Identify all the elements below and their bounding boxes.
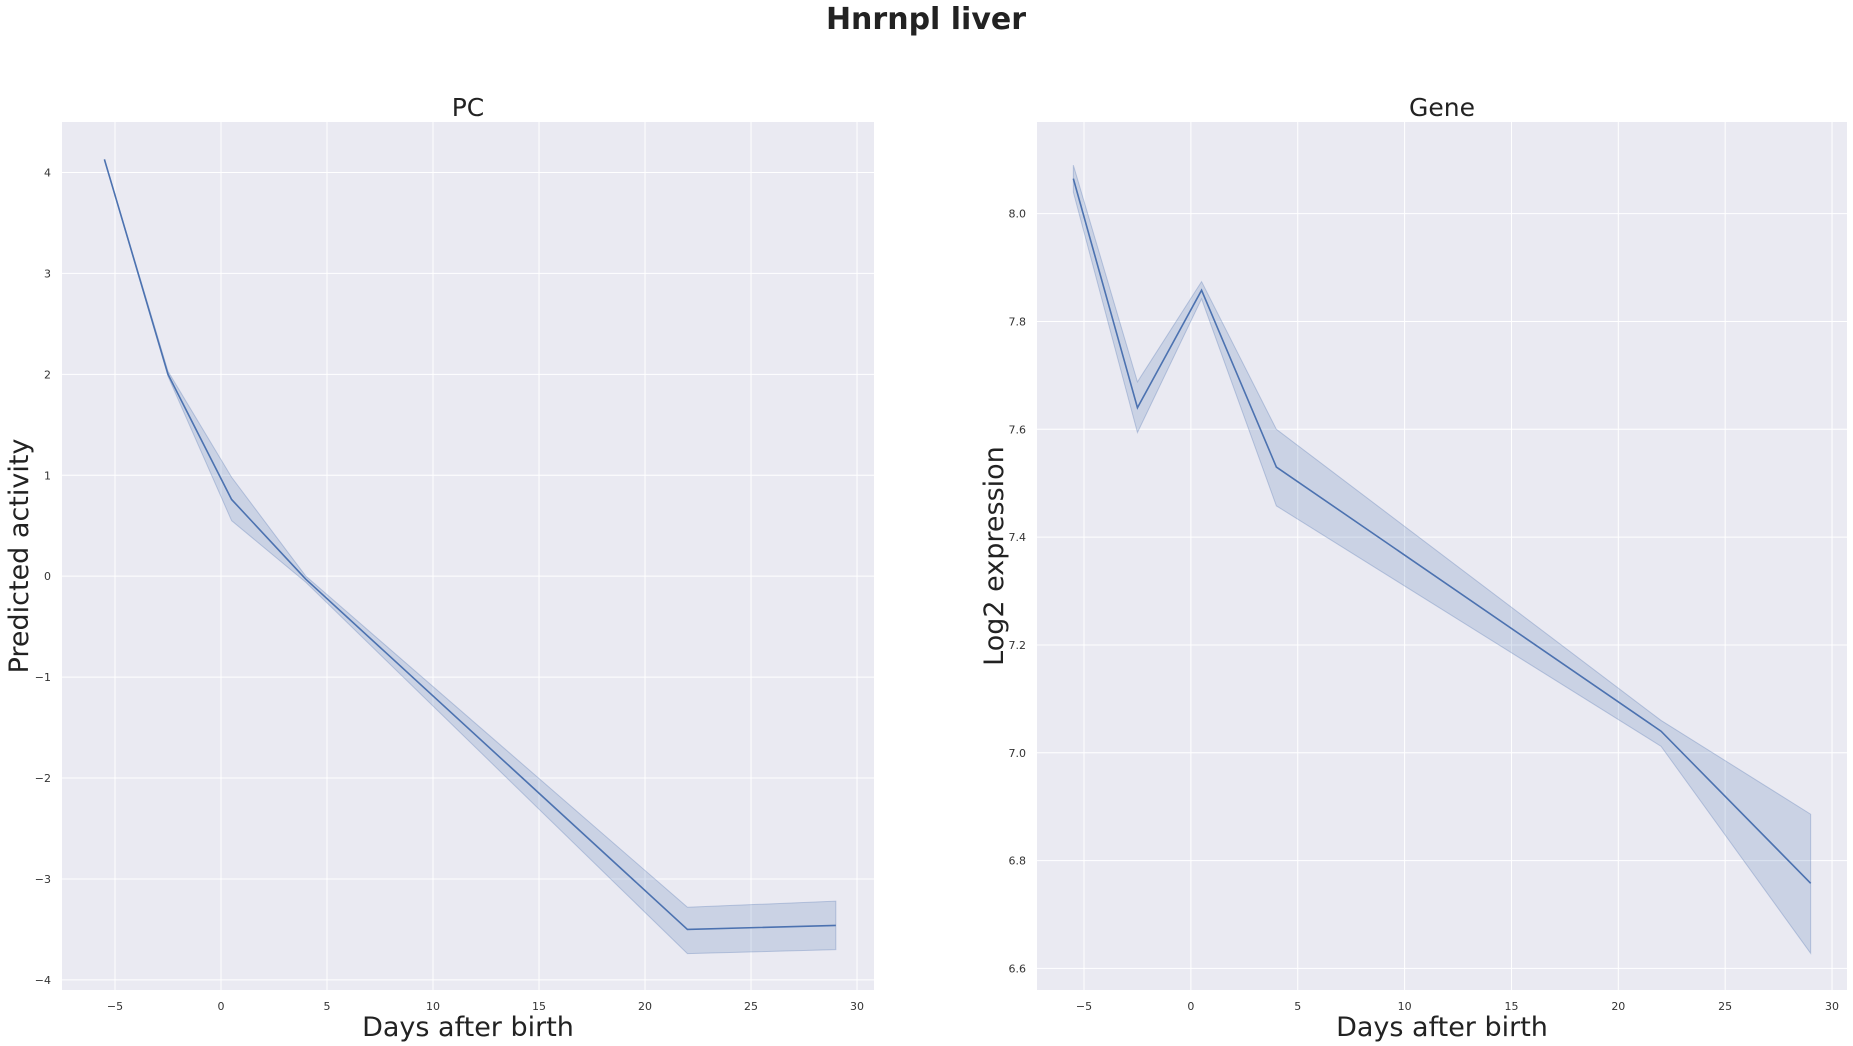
x-tick-label: 5 <box>324 1000 331 1013</box>
x-tick-label: 20 <box>638 1000 652 1013</box>
series-line-gene <box>1072 178 1812 884</box>
confidence-band <box>1072 164 1812 955</box>
x-axis-label: Days after birth <box>362 1012 574 1043</box>
y-tick-label: −2 <box>35 772 51 785</box>
y-tick-label: −4 <box>35 974 51 987</box>
axes-title: PC <box>452 93 485 122</box>
x-tick-label: 10 <box>426 1000 440 1013</box>
x-tick-label: 10 <box>1398 1000 1412 1013</box>
figure-suptitle: Hnrnpl liver <box>826 2 1026 37</box>
x-tick-label: 20 <box>1611 1000 1625 1013</box>
x-tick-label: 0 <box>218 1000 225 1013</box>
y-tick-label: 4 <box>44 166 51 179</box>
x-tick-label: −5 <box>107 1000 123 1013</box>
x-tick-label: 25 <box>744 1000 758 1013</box>
y-tick-label: 7.4 <box>1009 531 1027 544</box>
x-tick-label: 5 <box>1294 1000 1301 1013</box>
panel-pc: −5 0 5 10 15 20 25 30 −4 −3 −2 −1 0 1 2 3 4 PC Days after … <box>4 93 874 1043</box>
y-tick-label: 3 <box>44 267 51 280</box>
x-tick-label: 15 <box>1504 1000 1518 1013</box>
y-axis-label: Predicted activity <box>4 439 35 674</box>
x-tick-label: 30 <box>1825 1000 1839 1013</box>
y-tick-label: 2 <box>44 368 51 381</box>
plot-area <box>62 122 874 990</box>
y-tick-label: 7.2 <box>1009 639 1027 652</box>
plot-area <box>1037 122 1847 990</box>
y-tick-label: 7.0 <box>1009 747 1027 760</box>
x-tick-label: 15 <box>532 1000 546 1013</box>
y-tick-label: 6.6 <box>1009 962 1027 975</box>
y-tick-label: 7.8 <box>1009 315 1027 328</box>
x-tick-label: 30 <box>850 1000 864 1013</box>
y-tick-label: 1 <box>44 469 51 482</box>
panel-gene: −5 0 5 10 15 20 25 30 6.6 6.8 7.0 7.2 7.4 7.6 7.8 8.0 Ge… <box>979 93 1847 1043</box>
y-tick-label: −3 <box>35 873 51 886</box>
y-axis-label: Log2 expression <box>979 446 1010 666</box>
y-tick-label: 0 <box>44 570 51 583</box>
x-tick-label: 0 <box>1187 1000 1194 1013</box>
series-line-pc <box>103 159 836 931</box>
axes-title: Gene <box>1409 93 1475 122</box>
y-tick-label: 7.6 <box>1009 423 1027 436</box>
y-tick-label: 8.0 <box>1009 208 1027 221</box>
y-tick-label: −1 <box>35 671 51 684</box>
x-tick-label: −5 <box>1076 1000 1092 1013</box>
y-tick-label: 6.8 <box>1009 855 1027 868</box>
x-tick-label: 25 <box>1718 1000 1732 1013</box>
x-axis-label: Days after birth <box>1336 1012 1548 1043</box>
